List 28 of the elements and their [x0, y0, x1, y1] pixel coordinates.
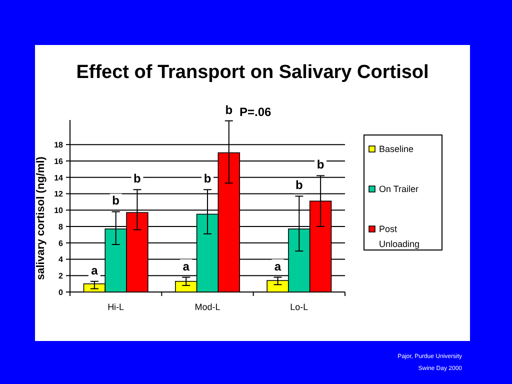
data-label: a: [182, 259, 190, 274]
data-label: b: [204, 172, 212, 186]
text: P=.06: [240, 105, 272, 119]
x-tick-label: Hi-L: [108, 302, 124, 312]
data-label: b: [316, 158, 324, 172]
y-tick-label: 8: [58, 222, 64, 232]
x-tick-label: Mod-L: [194, 302, 220, 312]
y-tick-label: 16: [54, 156, 64, 166]
legend-label: Baseline: [379, 144, 414, 154]
y-tick-label: 14: [54, 173, 64, 182]
y-tick-label: 2: [58, 272, 64, 281]
y-tick-label: 4: [58, 255, 64, 264]
y-tick-label: 12: [54, 190, 64, 199]
data-label: b: [112, 194, 120, 208]
data-label: b: [295, 178, 303, 192]
data-label: a: [91, 263, 98, 278]
data-label: b: [134, 172, 141, 186]
data-label: a: [274, 259, 282, 274]
x-tick-label: Lo-L: [290, 302, 308, 312]
y-tick-label: 18: [54, 140, 64, 150]
data-label: b: [225, 102, 233, 117]
y-tick-label: 0: [58, 288, 64, 297]
y-axis-title: salivary cortisol (ng/ml): [35, 156, 47, 280]
chart-title: Effect of Transport on Salivary Cortisol: [76, 62, 429, 83]
y-tick-label: 6: [58, 238, 64, 248]
legend-label: Post Unloading: [379, 224, 420, 249]
y-tick-label: 10: [54, 206, 64, 216]
legend-label: On Trailer: [379, 184, 419, 194]
